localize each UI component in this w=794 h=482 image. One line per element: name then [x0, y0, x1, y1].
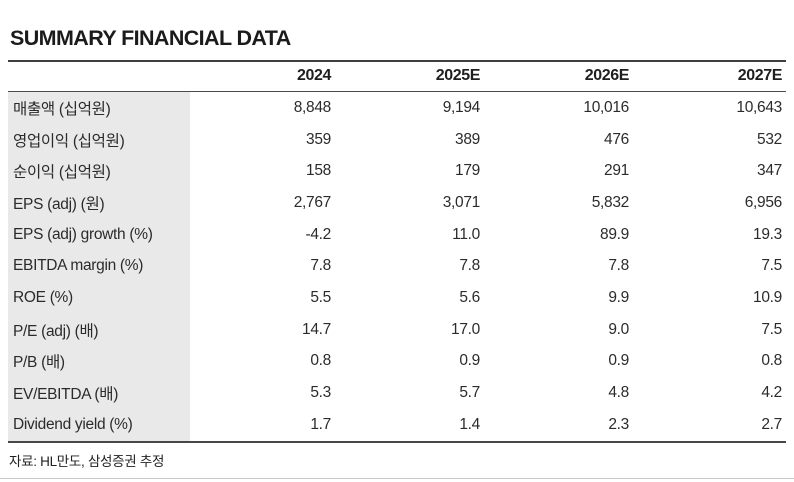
cell-value: 4.2	[761, 384, 782, 402]
cell-value: 291	[604, 162, 629, 180]
cell-value: 1.4	[459, 415, 480, 433]
row-label: EPS (adj) (원)	[8, 187, 190, 219]
header-year-2024: 2024	[297, 66, 331, 84]
row-label: EV/EBITDA (배)	[8, 377, 190, 409]
page-title: SUMMARY FINANCIAL DATA	[10, 26, 291, 50]
cell-value: 7.8	[310, 257, 331, 275]
cell-value: 19.3	[753, 225, 782, 243]
cell-value: 10.9	[753, 288, 782, 306]
header-year-2027e: 2027E	[737, 66, 783, 84]
cell-value: 2.3	[608, 415, 629, 433]
table-row-pb: P/B (배) 0.8 0.9 0.9 0.8	[8, 345, 786, 378]
cell-value: 10,016	[583, 98, 629, 116]
row-label: 순이익 (십억원)	[8, 155, 190, 188]
table-row-eps-growth: EPS (adj) growth (%) -4.2 11.0 89.9 19.3	[8, 218, 786, 251]
cell-value: 5.6	[459, 288, 480, 306]
cell-value: 476	[604, 130, 629, 148]
cell-value: 0.9	[608, 352, 629, 370]
cell-value: -4.2	[305, 225, 331, 243]
table-row-roe: ROE (%) 5.5 5.6 9.9 10.9	[8, 282, 786, 314]
header-empty-cell	[8, 61, 190, 92]
cell-value: 7.8	[459, 257, 480, 275]
cell-value: 9.9	[608, 288, 629, 306]
cell-value: 5,832	[591, 193, 630, 211]
cell-value: 347	[757, 162, 782, 180]
cell-value: 9.0	[608, 320, 629, 338]
cell-value: 0.8	[310, 352, 331, 370]
cell-value: 6,956	[744, 193, 783, 211]
cell-value: 179	[455, 162, 480, 180]
cell-value: 17.0	[451, 320, 480, 338]
table-row-pe: P/E (adj) (배) 14.7 17.0 9.0 7.5	[8, 313, 786, 346]
row-label: P/E (adj) (배)	[8, 313, 190, 346]
cell-value: 5.3	[310, 384, 331, 402]
table-row-revenue: 매출액 (십억원) 8,848 9,194 10,016 10,643	[8, 91, 786, 124]
cell-value: 158	[306, 162, 331, 180]
table-row-ev-ebitda: EV/EBITDA (배) 5.3 5.7 4.8 4.2	[8, 377, 786, 409]
page-bottom-divider	[0, 478, 794, 479]
cell-value: 0.8	[761, 352, 782, 370]
table-row-operating-profit: 영업이익 (십억원) 359 389 476 532	[8, 123, 786, 156]
header-year-2025e: 2025E	[435, 66, 481, 84]
table-row-dividend-yield: Dividend yield (%) 1.7 1.4 2.3 2.7	[8, 408, 786, 442]
cell-value: 7.8	[608, 257, 629, 275]
row-label: ROE (%)	[8, 282, 190, 314]
cell-value: 3,071	[442, 193, 481, 211]
cell-value: 8,848	[293, 98, 332, 116]
cell-value: 5.7	[459, 384, 480, 402]
cell-value: 10,643	[736, 98, 782, 116]
table-row-ebitda-margin: EBITDA margin (%) 7.8 7.8 7.8 7.5	[8, 250, 786, 283]
cell-value: 2,767	[293, 193, 332, 211]
cell-value: 7.5	[761, 320, 782, 338]
cell-value: 532	[757, 130, 782, 148]
report-page: SUMMARY FINANCIAL DATA 2024 2025E 2026E …	[0, 26, 794, 470]
table-header-row: 2024 2025E 2026E 2027E	[8, 61, 786, 92]
row-label: P/B (배)	[8, 345, 190, 378]
cell-value: 0.9	[459, 352, 480, 370]
cell-value: 4.8	[608, 384, 629, 402]
row-label: Dividend yield (%)	[8, 408, 190, 442]
table-row-eps: EPS (adj) (원) 2,767 3,071 5,832 6,956	[8, 187, 786, 219]
cell-value: 1.7	[310, 415, 331, 433]
cell-value: 11.0	[452, 225, 480, 243]
row-label: EBITDA margin (%)	[8, 250, 190, 283]
cell-value: 5.5	[310, 288, 331, 306]
cell-value: 389	[455, 130, 480, 148]
cell-value: 14.7	[302, 320, 331, 338]
cell-value: 2.7	[761, 415, 782, 433]
cell-value: 7.5	[761, 257, 782, 275]
row-label: EPS (adj) growth (%)	[8, 218, 190, 251]
cell-value: 359	[306, 130, 331, 148]
cell-value: 89.9	[600, 225, 629, 243]
cell-value: 9,194	[442, 98, 481, 116]
source-note: 자료: HL만도, 삼성증권 추정	[9, 453, 165, 469]
table-row-net-profit: 순이익 (십억원) 158 179 291 347	[8, 155, 786, 188]
row-label: 매출액 (십억원)	[8, 91, 190, 124]
financial-table: 2024 2025E 2026E 2027E 매출액 (십억원) 8,848 9…	[8, 60, 786, 443]
row-label: 영업이익 (십억원)	[8, 123, 190, 156]
header-year-2026e: 2026E	[584, 66, 630, 84]
